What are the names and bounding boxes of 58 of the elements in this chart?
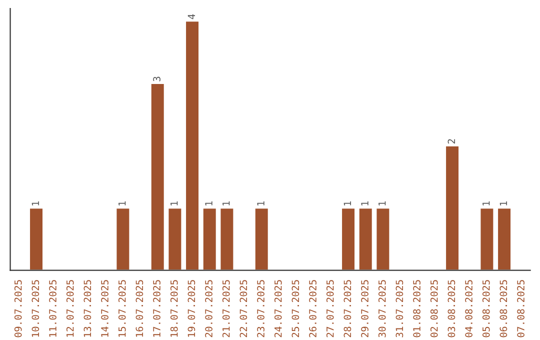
x-tick-label: 04.08.2025 <box>465 280 472 338</box>
x-tick-label: 20.07.2025 <box>205 280 212 338</box>
data-label: 1 <box>378 201 386 206</box>
bar <box>479 207 495 270</box>
data-label: 1 <box>257 201 264 206</box>
x-tick-label: 03.08.2025 <box>448 280 456 338</box>
bar <box>254 207 270 270</box>
data-label: 1 <box>32 201 39 206</box>
data-label: 1 <box>118 201 126 206</box>
data-label: 1 <box>222 201 230 206</box>
bar <box>219 207 235 270</box>
x-tick-label: 01.08.2025 <box>413 280 420 338</box>
x-tick-label: 15.07.2025 <box>118 280 126 337</box>
x-tick-label: 02.08.2025 <box>430 280 438 338</box>
x-tick-label: 31.07.2025 <box>396 280 404 338</box>
x-tick-label: 13.07.2025 <box>84 280 92 337</box>
data-label: 2 <box>448 139 455 144</box>
x-tick-label: 18.07.2025 <box>170 280 178 337</box>
x-tick-label: 09.07.2025 <box>14 280 22 338</box>
x-tick-label: 06.08.2025 <box>500 280 508 338</box>
data-label: 1 <box>500 201 507 206</box>
x-tick-label: 27.07.2025 <box>326 280 334 338</box>
bar <box>115 207 131 270</box>
bar <box>375 207 391 270</box>
x-tick-label: 14.07.2025 <box>101 280 108 337</box>
data-label: 1 <box>344 201 351 206</box>
data-label: 4 <box>188 14 195 20</box>
x-tick-label: 30.07.2025 <box>378 280 386 338</box>
x-tick-label: 10.07.2025 <box>32 280 40 337</box>
data-label: 1 <box>482 201 490 206</box>
x-tick-label: 23.07.2025 <box>257 280 264 338</box>
bar <box>150 82 166 270</box>
x-tick-label: 17.07.2025 <box>153 280 160 337</box>
x-tick-label: 21.07.2025 <box>222 280 230 338</box>
x-tick-label: 22.07.2025 <box>240 280 248 338</box>
data-label: 1 <box>205 201 212 206</box>
data-label: 3 <box>153 76 160 82</box>
bar <box>202 207 218 270</box>
bar <box>496 207 512 270</box>
x-tick-label: 05.08.2025 <box>482 280 490 338</box>
bar <box>184 20 200 270</box>
bar <box>358 207 374 270</box>
x-tick-label: 26.07.2025 <box>309 280 316 338</box>
data-label: 1 <box>361 201 368 206</box>
x-tick-label: 11.07.2025 <box>49 280 56 337</box>
bar <box>340 207 356 270</box>
x-tick-label: 24.07.2025 <box>274 280 282 338</box>
x-tick-label: 16.07.2025 <box>136 280 144 337</box>
bar <box>167 207 183 270</box>
x-tick-label: 19.07.2025 <box>188 280 196 337</box>
x-tick-label: 12.07.2025 <box>66 280 74 337</box>
bar <box>28 207 44 270</box>
x-tick-label: 25.07.2025 <box>292 280 300 338</box>
x-tick-label: 29.07.2025 <box>361 280 368 338</box>
bar <box>444 144 460 270</box>
data-label: 1 <box>170 201 178 206</box>
x-tick-label: 28.07.2025 <box>344 280 352 338</box>
x-tick-label: 07.08.2025 <box>517 280 524 338</box>
